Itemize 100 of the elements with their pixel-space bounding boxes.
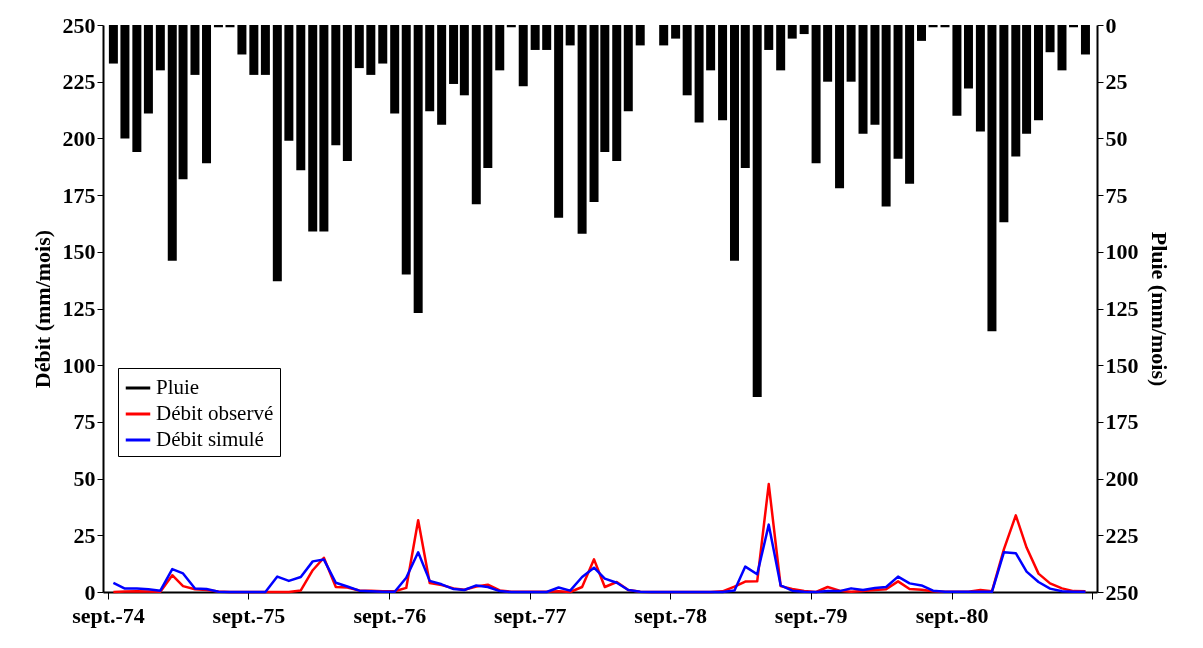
x-tick-label: sept.-74 (72, 602, 145, 628)
y2-tick-label: 75 (1105, 182, 1128, 208)
bar (940, 25, 950, 28)
bar (132, 25, 142, 153)
bar (225, 25, 235, 28)
bar (623, 25, 633, 112)
x-tick-label: sept.-80 (915, 602, 989, 628)
y-tick-label: 75 (73, 409, 96, 435)
legend-label: Débit observé (156, 401, 274, 425)
bar (1069, 25, 1079, 28)
bar (554, 25, 564, 218)
bar (518, 25, 528, 87)
bar (331, 25, 341, 146)
legend-label: Pluie (156, 375, 200, 399)
bar (506, 25, 516, 28)
y2-axis-title: Pluie (mm/mois) (1146, 231, 1172, 387)
bar (308, 25, 318, 232)
bar (213, 25, 223, 28)
y2-tick-label: 250 (1105, 579, 1139, 605)
bar (296, 25, 306, 171)
bar (635, 25, 645, 46)
bar (190, 25, 200, 75)
bar (565, 25, 575, 46)
bar (167, 25, 177, 261)
y-tick-label: 25 (73, 522, 96, 548)
bar (799, 25, 809, 35)
bar (413, 25, 423, 314)
bar (495, 25, 505, 71)
y2-tick-label: 175 (1105, 409, 1139, 435)
y-tick-label: 175 (62, 182, 96, 208)
bar (999, 25, 1009, 223)
bar (823, 25, 833, 82)
bar (870, 25, 880, 125)
bar (1034, 25, 1044, 121)
bar (1022, 25, 1032, 134)
bar (776, 25, 786, 71)
bar (577, 25, 587, 234)
y2-tick-label: 25 (1105, 69, 1128, 95)
bar (249, 25, 259, 75)
y2-tick-label: 150 (1105, 352, 1139, 378)
bar (787, 25, 797, 39)
y-tick-label: 50 (73, 466, 96, 492)
bar (284, 25, 294, 141)
y-tick-label: 250 (62, 12, 96, 38)
bar (952, 25, 962, 116)
bar (272, 25, 282, 282)
y2-tick-label: 100 (1105, 239, 1139, 265)
x-tick-label: sept.-75 (212, 602, 286, 628)
bar (425, 25, 435, 112)
bar (718, 25, 728, 121)
y-tick-label: 125 (62, 296, 96, 321)
y-axis-title: Débit (mm/mois) (29, 229, 55, 389)
bar (893, 25, 903, 159)
y-tick-label: 150 (62, 239, 96, 265)
bar (342, 25, 352, 162)
bar (178, 25, 188, 180)
bar (378, 25, 388, 64)
x-tick-label: sept.-79 (774, 602, 848, 628)
bar (975, 25, 985, 132)
bar (483, 25, 493, 168)
bar (671, 25, 681, 39)
y2-tick-label: 200 (1105, 466, 1139, 492)
y-tick-label: 100 (62, 352, 96, 378)
bar (730, 25, 739, 261)
line-series (112, 523, 1087, 594)
y2-tick-label: 50 (1105, 125, 1128, 151)
bar (471, 25, 481, 205)
bar (917, 25, 927, 41)
bar (659, 25, 669, 46)
bar (459, 25, 469, 96)
y-tick-label: 0 (84, 579, 96, 605)
bar (811, 25, 821, 164)
y2-tick-label: 225 (1105, 522, 1139, 548)
bar (1011, 25, 1021, 157)
y2-tick-label: 125 (1105, 296, 1139, 321)
y-tick-label: 200 (62, 125, 96, 151)
bar (354, 25, 364, 69)
x-tick-label: sept.-76 (353, 602, 427, 628)
bar (120, 25, 130, 139)
bar (682, 25, 692, 96)
bar (858, 25, 868, 134)
bar (449, 25, 459, 84)
bar (366, 25, 376, 75)
bar (835, 25, 845, 189)
bar (740, 25, 750, 168)
bar (928, 25, 938, 28)
bar (1045, 25, 1055, 53)
bar (706, 25, 716, 71)
bar (260, 25, 270, 75)
bar (1057, 25, 1067, 71)
bar (202, 25, 212, 164)
bar (108, 25, 118, 64)
bar (143, 25, 153, 114)
bar (401, 25, 411, 275)
bar (987, 25, 997, 332)
bar (881, 25, 891, 207)
bar (319, 25, 329, 232)
bar (390, 25, 400, 114)
bar (237, 25, 247, 55)
bar (764, 25, 774, 50)
